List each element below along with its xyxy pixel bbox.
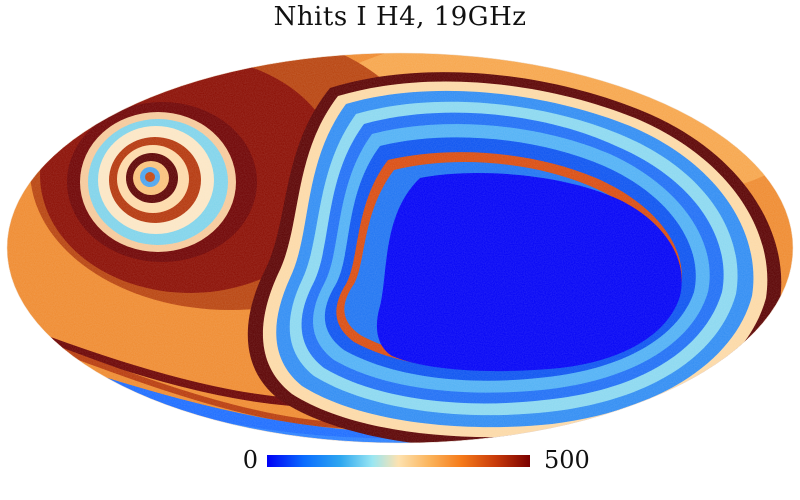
colorbar-min-label: 0 [242, 446, 258, 474]
map-title: Nhits I H4, 19GHz [273, 2, 527, 32]
colorbar-max-label: 500 [544, 446, 590, 474]
sky-map-region [7, 53, 793, 443]
colorbar [267, 455, 530, 467]
